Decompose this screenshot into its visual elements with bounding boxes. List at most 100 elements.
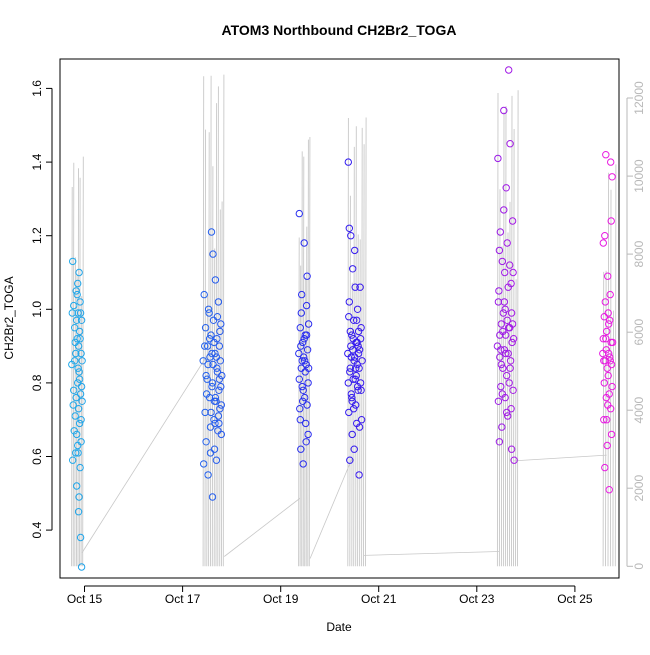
data-point bbox=[354, 349, 363, 358]
data-point bbox=[72, 449, 80, 457]
data-point bbox=[75, 368, 83, 376]
data-point bbox=[347, 232, 355, 240]
data-point bbox=[209, 250, 217, 258]
axes-layer: 0.4 0.6 0.8 1.0 1.2 1.4 1.6 Oct 15 Oct 17 Oct 19 O… bbox=[30, 80, 646, 606]
data-point bbox=[495, 438, 504, 446]
data-point bbox=[297, 342, 305, 350]
data-point bbox=[74, 364, 82, 372]
data-point bbox=[212, 456, 221, 464]
data-point bbox=[302, 331, 311, 339]
y-tick-label: 1.4 bbox=[30, 153, 44, 170]
data-point bbox=[498, 423, 506, 431]
data-point bbox=[303, 401, 311, 409]
data-point bbox=[217, 401, 226, 409]
data-point bbox=[601, 298, 609, 306]
data-point bbox=[605, 486, 613, 494]
data-point bbox=[205, 309, 213, 317]
data-point bbox=[496, 353, 504, 361]
data-point bbox=[207, 331, 215, 339]
data-point bbox=[349, 265, 357, 273]
data-point bbox=[200, 460, 208, 468]
data-point bbox=[603, 327, 611, 336]
altitude-profile bbox=[496, 90, 519, 567]
data-point bbox=[301, 393, 309, 402]
data-point bbox=[499, 364, 507, 372]
right-tick-label: 12000 bbox=[632, 81, 646, 115]
data-point bbox=[210, 338, 218, 347]
data-point bbox=[77, 316, 86, 324]
data-point bbox=[202, 438, 210, 446]
data-point bbox=[208, 493, 217, 501]
data-point bbox=[207, 408, 215, 417]
data-point bbox=[348, 430, 356, 439]
data-point bbox=[74, 441, 82, 450]
data-point bbox=[74, 309, 82, 317]
data-point bbox=[77, 382, 86, 391]
data-point bbox=[214, 412, 223, 420]
data-point bbox=[508, 320, 517, 328]
data-point bbox=[499, 309, 507, 317]
data-point bbox=[203, 375, 211, 383]
data-point bbox=[344, 158, 352, 166]
right-tick-label: 0 bbox=[632, 563, 646, 570]
data-point bbox=[296, 324, 304, 332]
data-point bbox=[494, 397, 503, 405]
data-point bbox=[304, 320, 313, 328]
data-point bbox=[505, 66, 513, 74]
data-point bbox=[599, 335, 607, 343]
data-point bbox=[298, 290, 306, 299]
data-point bbox=[300, 353, 308, 361]
data-point bbox=[506, 357, 515, 365]
data-point bbox=[202, 371, 210, 380]
data-point bbox=[505, 324, 513, 332]
data-point bbox=[353, 338, 361, 347]
data-point bbox=[70, 386, 78, 394]
data-point bbox=[211, 419, 219, 428]
data-point bbox=[210, 445, 219, 453]
data-point bbox=[299, 338, 307, 347]
data-point bbox=[606, 353, 614, 361]
data-point bbox=[76, 335, 84, 343]
data-point bbox=[355, 423, 364, 431]
data-point bbox=[346, 456, 354, 464]
data-point bbox=[352, 364, 360, 372]
data-point bbox=[303, 272, 311, 280]
data-point bbox=[215, 342, 224, 350]
data-point bbox=[351, 283, 359, 291]
data-point bbox=[215, 419, 223, 428]
data-point bbox=[508, 338, 516, 347]
data-point bbox=[500, 106, 508, 115]
right-tick-label: 8000 bbox=[632, 240, 646, 267]
x-tick-label: Oct 17 bbox=[165, 592, 201, 606]
data-point bbox=[356, 283, 364, 291]
data-point bbox=[500, 298, 508, 306]
altitude-transit-line bbox=[309, 458, 353, 559]
data-point bbox=[508, 217, 517, 225]
data-point bbox=[74, 449, 82, 457]
data-point bbox=[353, 316, 361, 324]
data-point bbox=[69, 456, 77, 464]
data-point bbox=[357, 386, 365, 394]
data-point bbox=[600, 416, 608, 424]
plot-frame bbox=[59, 58, 620, 579]
altitude-transit-line bbox=[224, 497, 301, 557]
data-point bbox=[354, 342, 362, 350]
data-point bbox=[206, 449, 215, 457]
data-point bbox=[348, 393, 356, 402]
data-point bbox=[75, 268, 83, 277]
data-point bbox=[73, 316, 81, 324]
data-point bbox=[210, 397, 219, 405]
data-point bbox=[503, 371, 511, 380]
altitude-transit-line bbox=[513, 454, 607, 462]
data-point bbox=[70, 301, 78, 310]
data-point bbox=[602, 151, 610, 159]
data-point bbox=[349, 346, 357, 354]
data-point bbox=[72, 287, 80, 295]
data-point bbox=[71, 357, 79, 365]
data-point bbox=[216, 405, 224, 413]
altitude-profile bbox=[71, 156, 84, 567]
data-point bbox=[208, 379, 217, 387]
data-point bbox=[76, 298, 84, 306]
